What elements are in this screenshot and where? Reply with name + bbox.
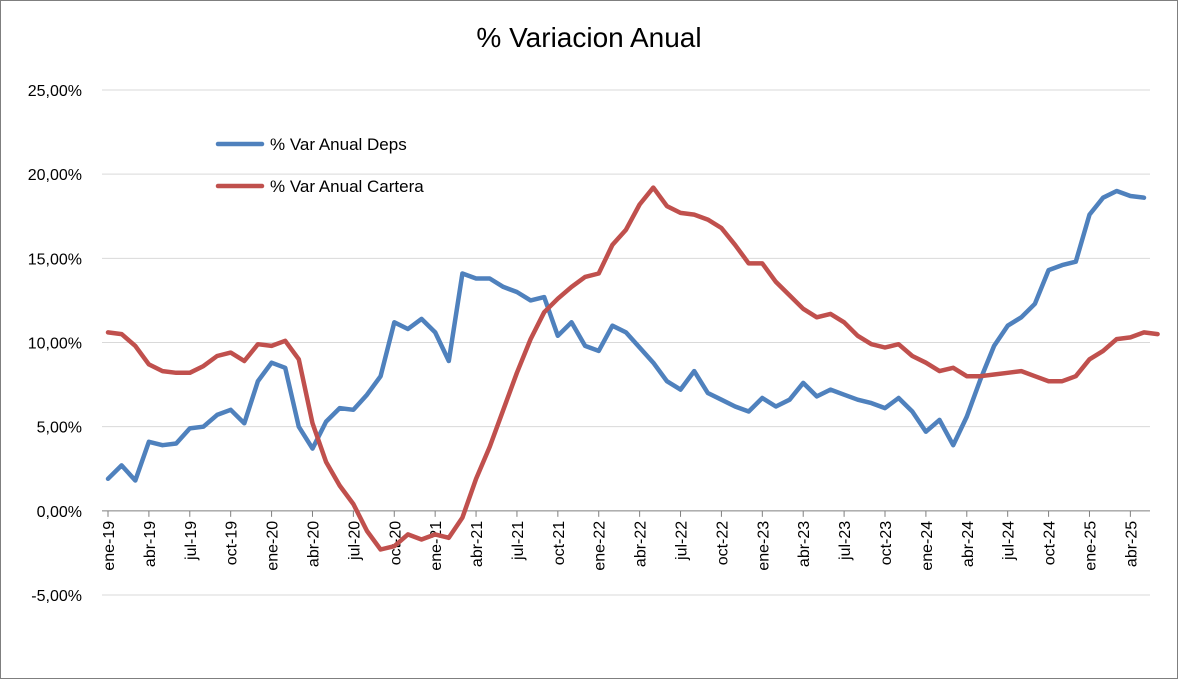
x-tick-label: abr-21: [469, 521, 486, 567]
series-line-deps: [105, 188, 1147, 483]
x-tick-label: abr-22: [633, 521, 650, 567]
x-tick-label: jul-22: [674, 521, 691, 561]
y-tick-label: 20,00%: [28, 167, 82, 184]
x-tick-label: ene-21: [428, 521, 445, 571]
x-tick-label: jul-24: [1001, 521, 1018, 561]
x-tick-label: jul-19: [183, 521, 200, 561]
y-tick-label: -5,00%: [31, 588, 82, 605]
legend-label: % Var Anual Deps: [270, 135, 407, 154]
x-tick-label: abr-23: [796, 521, 813, 567]
y-tick-label: 10,00%: [28, 336, 82, 353]
x-tick-label: abr-25: [1123, 521, 1140, 567]
y-tick-label: 0,00%: [37, 504, 82, 521]
y-axis-ticks: 25,00% 20,00% 15,00% 10,00% 5,00% 0,00% -5,00%: [28, 83, 82, 605]
x-tick-label: ene-24: [919, 521, 936, 571]
x-tick-label: jul-20: [346, 521, 363, 561]
y-tick-label: 25,00%: [28, 83, 82, 100]
x-tick-label: oct-24: [1042, 521, 1059, 566]
x-tick-label: ene-22: [592, 521, 609, 571]
x-tick-label: abr-20: [305, 521, 322, 567]
x-tick-label: ene-19: [101, 521, 118, 571]
series-lines: [105, 185, 1160, 552]
x-tick-label: ene-23: [755, 521, 772, 571]
x-axis: ene-19 abr-19 jul-19 oct-19 ene-20 abr-20 jul-…: [101, 510, 1150, 571]
x-tick-label: oct-23: [878, 521, 895, 566]
chart-title: % Variacion Anual: [476, 22, 702, 53]
legend-label: % Var Anual Cartera: [270, 177, 424, 196]
x-tick-label: ene-25: [1082, 521, 1099, 571]
x-tick-label: oct-21: [551, 521, 568, 566]
y-tick-label: 15,00%: [28, 251, 82, 268]
x-tick-label: abr-24: [960, 521, 977, 567]
gridlines: [102, 89, 1150, 596]
x-tick-label: abr-19: [142, 521, 159, 567]
x-tick-label: oct-22: [714, 521, 731, 566]
y-tick-label: 5,00%: [37, 420, 82, 437]
x-tick-label: oct-19: [224, 521, 241, 566]
x-tick-label: jul-23: [837, 521, 854, 561]
series-line-cartera: [105, 185, 1160, 552]
legend: % Var Anual Deps % Var Anual Cartera: [215, 135, 424, 196]
x-tick-label: ene-20: [265, 521, 282, 571]
x-tick-label: jul-21: [510, 521, 527, 561]
